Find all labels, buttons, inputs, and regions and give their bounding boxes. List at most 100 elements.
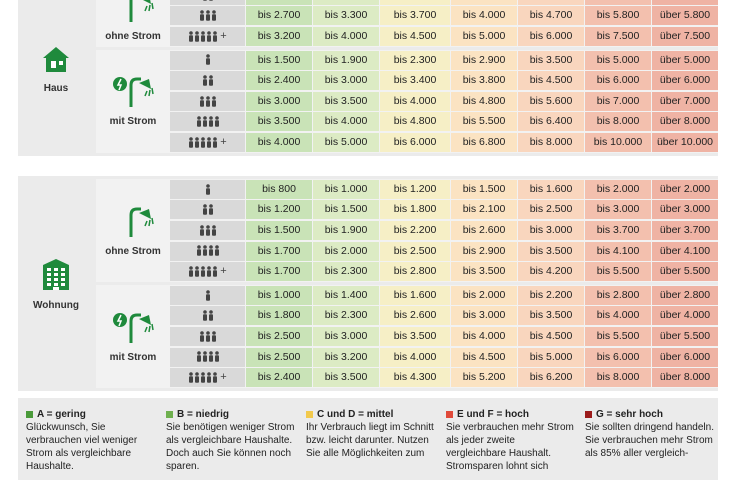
consumption-cell: bis 3.500 — [246, 112, 312, 132]
consumption-cell: bis 3.700 — [380, 6, 450, 26]
consumption-cell: über 7.000 — [652, 91, 718, 111]
subblock-ohne-strom: ohne Strom bis 800 bis 1.000 bis 1.200 bis 1… — [96, 179, 718, 282]
consumption-cell: bis 3.300 — [313, 6, 379, 26]
table-row: bis 2.700 bis 3.300 bis 3.700 bis 4.000 bis … — [170, 6, 719, 26]
subblock-caption: mit Strom — [109, 351, 157, 363]
subblock-label: mit Strom — [96, 285, 170, 388]
table-row: bis 1.700 bis 2.000 bis 2.500 bis 2.900 bis … — [170, 241, 719, 261]
consumption-cell: bis 5.000 — [518, 347, 584, 367]
section-label: Wohnung — [33, 299, 79, 311]
household-size-icon: + — [170, 262, 245, 282]
consumption-cell: bis 7.500 — [585, 27, 651, 46]
consumption-cell: bis 4.500 — [518, 327, 584, 346]
household-size-icon — [170, 306, 245, 326]
subblock-caption: ohne Strom — [105, 30, 161, 42]
consumption-cell: über 5.500 — [652, 327, 718, 346]
legend-title-row: B = niedrig — [166, 408, 296, 421]
consumption-cell: bis 1.800 — [246, 306, 312, 326]
consumption-cell: bis 4.000 — [380, 91, 450, 111]
consumption-cell: bis 5.000 — [451, 27, 517, 46]
consumption-cell: bis 2.700 — [246, 6, 312, 26]
consumption-cell: bis 2.000 — [585, 179, 651, 199]
consumption-cell: bis 3.000 — [313, 327, 379, 346]
legend-swatch — [306, 411, 313, 418]
consumption-cell: bis 3.000 — [313, 0, 379, 5]
consumption-cell: bis 5.000 — [585, 50, 651, 70]
consumption-cell: bis 2.200 — [518, 285, 584, 305]
consumption-cell: bis 2.500 — [246, 0, 312, 5]
table-row: bis 1.500 bis 1.900 bis 2.200 bis 2.600 bis … — [170, 221, 719, 240]
consumption-cell: bis 1.500 — [313, 200, 379, 220]
consumption-cell: bis 2.000 — [313, 241, 379, 261]
consumption-cell: bis 4.700 — [518, 6, 584, 26]
legend-title: B = niedrig — [177, 409, 229, 420]
consumption-cell: bis 3.000 — [313, 71, 379, 91]
subblock-label: ohne Strom — [96, 179, 170, 282]
consumption-cell: bis 1.000 — [246, 285, 312, 305]
table-row: bis 2.500 bis 3.000 bis 3.500 bis 4.000 bis … — [170, 327, 719, 346]
consumption-cell: bis 3.200 — [313, 347, 379, 367]
household-size-icon — [170, 0, 245, 5]
consumption-cell: bis 800 — [246, 179, 312, 199]
legend-swatch — [166, 411, 173, 418]
subblock-label: ohne Strom — [96, 0, 170, 47]
consumption-cell: bis 3.400 — [380, 0, 450, 5]
subblock-caption: mit Strom — [109, 116, 157, 128]
consumption-cell: bis 5.500 — [585, 327, 651, 346]
consumption-cell: über 4.100 — [652, 241, 718, 261]
consumption-cell: bis 5.800 — [585, 6, 651, 26]
legend-title-row: A = gering — [26, 408, 156, 421]
legend-title-row: G = sehr hoch — [585, 408, 715, 421]
consumption-cell: bis 3.500 — [518, 306, 584, 326]
household-size-icon — [170, 347, 245, 367]
consumption-cell: bis 8.000 — [518, 132, 584, 152]
plus-sign: + — [220, 135, 227, 148]
plus-sign: + — [220, 371, 227, 384]
household-size-icon: + — [170, 27, 245, 46]
legend: A = gering Glückwunsch, Sie verbrauchen v… — [18, 398, 718, 480]
consumption-cell: bis 1.800 — [380, 200, 450, 220]
consumption-cell: bis 2.300 — [313, 306, 379, 326]
subblock-caption: ohne Strom — [105, 245, 161, 257]
consumption-cell: über 5.000 — [652, 0, 718, 5]
consumption-cell: bis 4.000 — [246, 132, 312, 152]
legend-swatch — [446, 411, 453, 418]
household-size-icon — [170, 6, 245, 26]
consumption-cell: über 5.000 — [652, 50, 718, 70]
consumption-cell: bis 1.400 — [313, 285, 379, 305]
consumption-cell: bis 4.000 — [451, 327, 517, 346]
house-icon — [41, 44, 71, 79]
consumption-cell: bis 4.000 — [585, 306, 651, 326]
consumption-cell: bis 2.400 — [246, 71, 312, 91]
consumption-cell: über 8.000 — [652, 112, 718, 132]
consumption-cell: bis 3.000 — [451, 306, 517, 326]
consumption-cell: bis 1.500 — [451, 179, 517, 199]
consumption-cell: bis 1.200 — [246, 200, 312, 220]
table-row: bis 2.500 bis 3.200 bis 4.000 bis 4.500 bis … — [170, 347, 719, 367]
consumption-cell: bis 6.000 — [585, 71, 651, 91]
legend-item: B = niedrig Sie benötigen weniger Strom a… — [166, 408, 296, 473]
consumption-cell: über 6.000 — [652, 347, 718, 367]
shower-electric-icon — [111, 75, 155, 114]
household-size-icon — [170, 327, 245, 346]
consumption-cell: bis 2.500 — [246, 347, 312, 367]
legend-text: Glückwunsch, Sie verbrauchen viel wenige… — [26, 422, 138, 472]
household-size-icon — [170, 241, 245, 261]
consumption-cell: bis 8.000 — [585, 368, 651, 388]
consumption-cell: bis 1.500 — [246, 50, 312, 70]
consumption-cell: bis 6.000 — [585, 347, 651, 367]
table-row: bis 1.200 bis 1.500 bis 1.800 bis 2.100 bis … — [170, 200, 719, 220]
consumption-cell: bis 3.700 — [585, 221, 651, 240]
consumption-cell: über 3.700 — [652, 221, 718, 240]
legend-swatch — [26, 411, 33, 418]
legend-title: C und D = mittel — [317, 409, 394, 420]
consumption-cell: bis 1.000 — [313, 179, 379, 199]
shower-icon — [111, 205, 155, 244]
consumption-cell: bis 2.400 — [246, 368, 312, 388]
section-label: Haus — [43, 82, 69, 94]
consumption-cell: bis 2.200 — [380, 221, 450, 240]
consumption-cell: bis 5.600 — [518, 91, 584, 111]
consumption-cell: bis 3.000 — [246, 91, 312, 111]
consumption-cell: über 7.500 — [652, 27, 718, 46]
